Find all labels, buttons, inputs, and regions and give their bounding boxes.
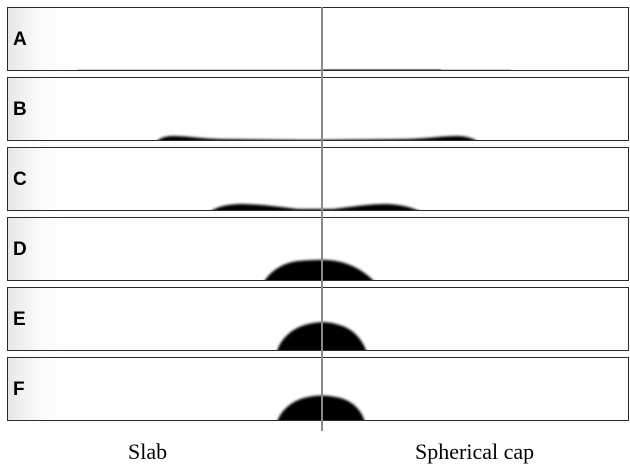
droplet-profile: [158, 136, 476, 140]
center-divider-line: [321, 7, 323, 431]
panel-a: A: [7, 7, 629, 71]
panel-label: B: [13, 99, 27, 120]
droplet-profile: [212, 204, 417, 210]
panel-f: F: [7, 357, 629, 421]
caption-spherical-cap: Spherical cap: [415, 439, 535, 464]
panel-c: C: [7, 147, 629, 211]
panel-b: B: [7, 77, 629, 141]
panel-label: D: [13, 239, 27, 260]
panel-e: E: [7, 287, 629, 351]
figure: A B C: [7, 7, 630, 431]
panel-label: E: [13, 309, 26, 330]
droplet-profile: [277, 395, 365, 420]
panel-label: F: [13, 379, 25, 400]
caption-slab: Slab: [128, 439, 168, 464]
panel-label: C: [13, 169, 27, 190]
droplet-profile: [277, 322, 366, 350]
droplet-profile: [265, 259, 373, 280]
droplet-profile: [323, 69, 441, 70]
panel-d: D: [7, 217, 629, 281]
panel-label: A: [13, 29, 27, 50]
